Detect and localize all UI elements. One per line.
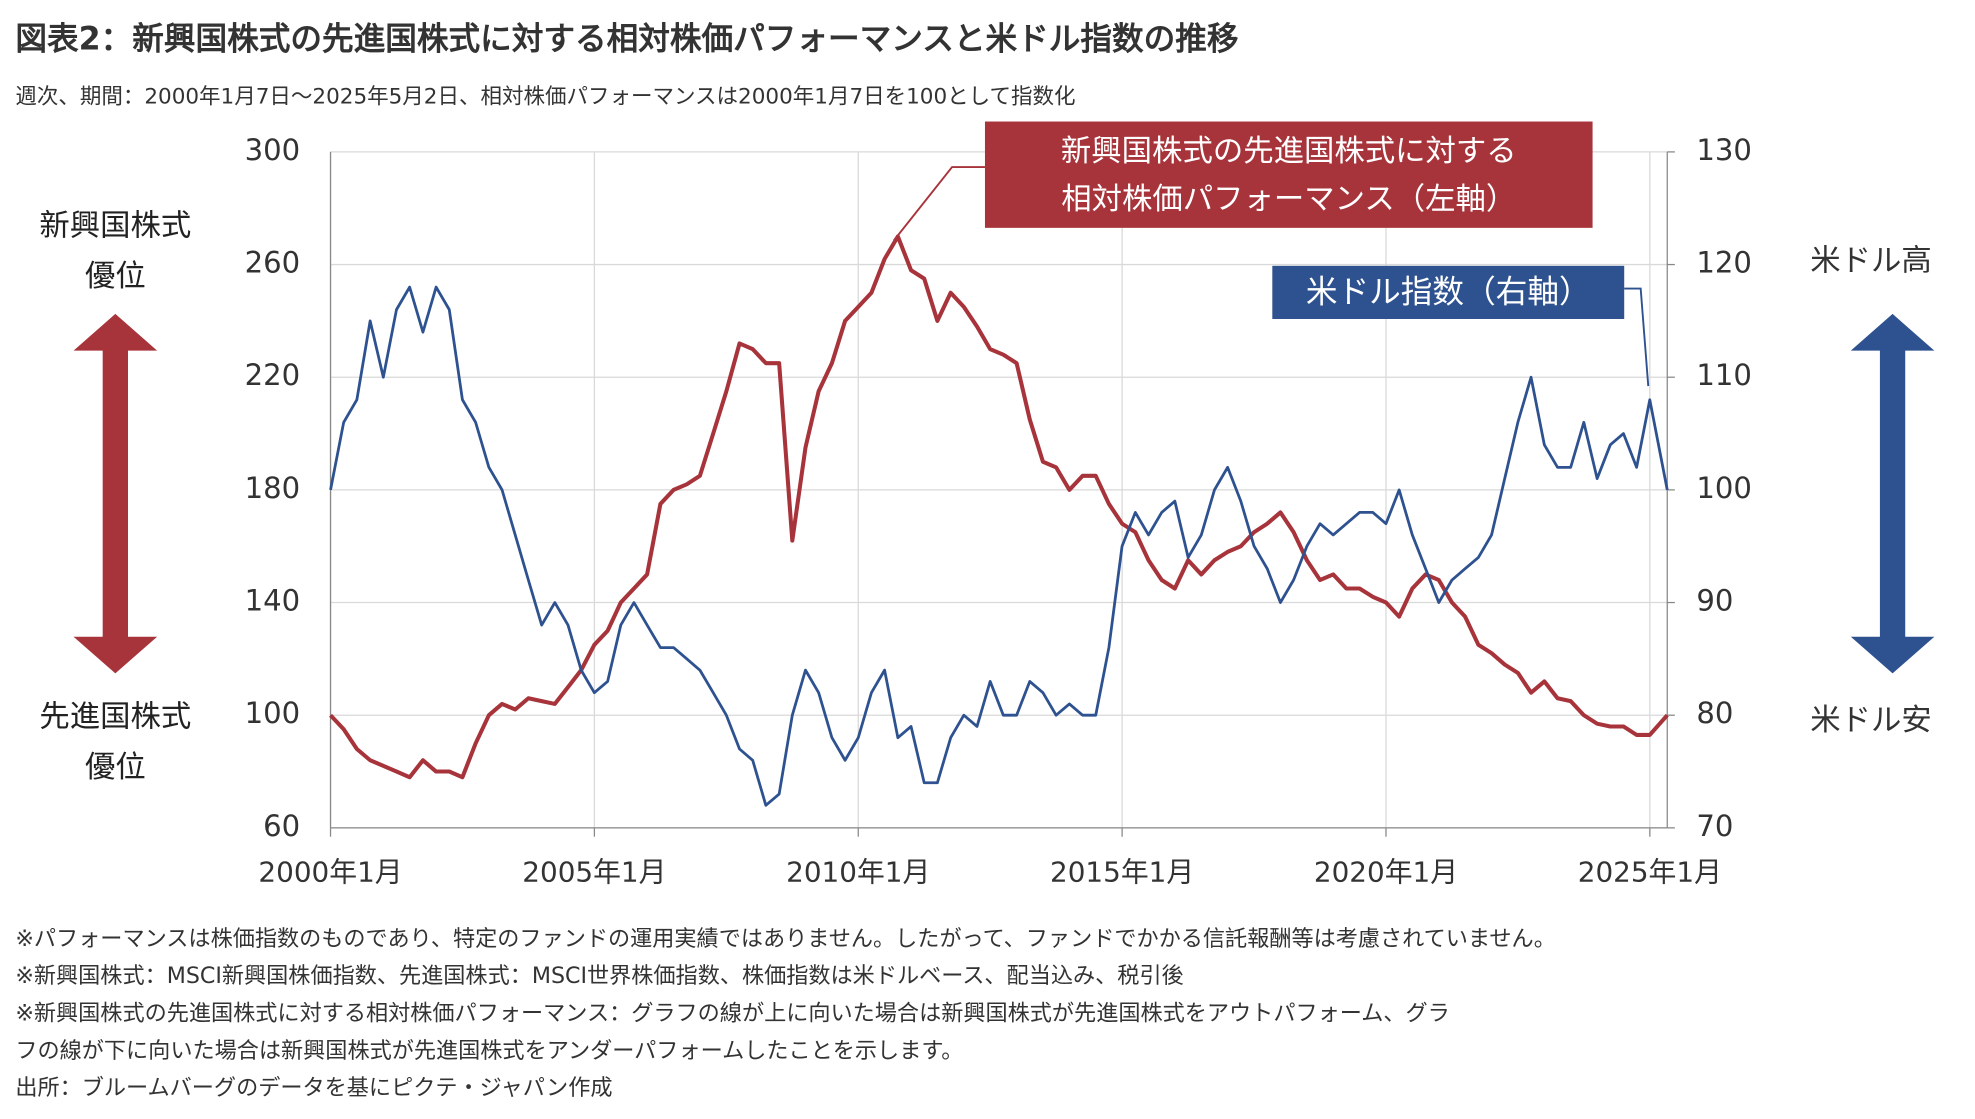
y-tick-label: 260	[245, 246, 301, 280]
chart-subtitle: 週次、期間：2000年1月7日～2025年5月2日、相対株価パフォーマンスは20…	[15, 84, 1075, 109]
arrow	[73, 313, 158, 674]
annotation: 先進国株式 優位	[39, 698, 192, 785]
y2-tick-label: 100	[1696, 471, 1752, 505]
footnote: ※パフォーマンスは株価指数のものであり、特定のファンドの運用実績ではありません。…	[15, 926, 1556, 952]
annotation: 米ドル高	[1810, 244, 1932, 279]
legend-box	[984, 121, 1593, 228]
legend-label-box: 米ドル指数（右軸）	[1305, 273, 1591, 311]
x-tick-label: 2010年1月	[786, 855, 930, 888]
footnotes: ※パフォーマンスは株価指数のものであり、特定のファンドの運用実績ではありません。…	[15, 926, 1556, 1101]
leader-line	[1624, 287, 1650, 387]
series-line	[329, 234, 1669, 780]
annotation-box: 新興国株式 優位	[39, 207, 192, 294]
chart-title: 図表2：新興国株式の先進国株式に対する相対株価パフォーマンスと米ドル指数の推移	[15, 22, 1238, 58]
legend-label-box: 新興国株式の先進国株式に対する 相対株価パフォーマンス（左軸）	[1060, 132, 1517, 217]
leader-line	[893, 166, 985, 242]
legend-label: 新興国株式の先進国株式に対する 相対株価パフォーマンス（左軸）	[1060, 132, 1517, 217]
y-tick-label: 100	[245, 696, 301, 730]
footnote: ※新興国株式：MSCI新興国株価指数、先進国株式：MSCI世界株価指数、株価指数…	[15, 963, 1183, 989]
right-arrow	[1850, 313, 1935, 674]
x-tick-label: 2020年1月	[1314, 855, 1458, 888]
y2-tick-label: 110	[1696, 358, 1752, 392]
legend-box	[1272, 265, 1625, 319]
y-tick-label: 220	[245, 358, 301, 392]
x-tick-label: 2025年1月	[1578, 855, 1722, 888]
y2-tick-label: 130	[1696, 133, 1752, 167]
footnote: ※新興国株式の先進国株式に対する相対株価パフォーマンス：グラフの線が上に向いた場…	[15, 1000, 1449, 1026]
annotation-box: 先進国株式 優位	[39, 698, 192, 785]
y2-tick-label: 70	[1696, 809, 1733, 843]
series-line	[329, 285, 1669, 807]
x-tick-label: 2005年1月	[522, 855, 666, 888]
arrow	[1850, 313, 1935, 674]
annotation: 新興国株式 優位	[39, 207, 192, 294]
y2-tick-label: 80	[1696, 696, 1733, 730]
y-tick-label: 300	[245, 133, 301, 167]
plot-area: 60 100 140 180 220 260 300 70 80 90 100 110 120 130 20…	[245, 121, 1752, 888]
footnote: フの線が下に向いた場合は新興国株式が先進国株式をアンダーパフォームしたことを示し…	[15, 1038, 963, 1064]
y-tick-label: 140	[245, 584, 301, 618]
y-tick-label: 180	[245, 471, 301, 505]
footnote: 出所：ブルームバーグのデータを基にピクテ・ジャパン作成	[15, 1075, 612, 1101]
y2-tick-label: 120	[1696, 246, 1752, 280]
x-tick-label: 2000年1月	[258, 855, 402, 888]
x-tick-label: 2015年1月	[1050, 855, 1194, 888]
annotation: 米ドル安	[1810, 703, 1932, 738]
y2-tick-label: 90	[1696, 584, 1733, 618]
left-arrow	[73, 313, 158, 674]
legend-label: 米ドル指数（右軸）	[1305, 273, 1591, 311]
y-tick-label: 60	[263, 809, 300, 843]
